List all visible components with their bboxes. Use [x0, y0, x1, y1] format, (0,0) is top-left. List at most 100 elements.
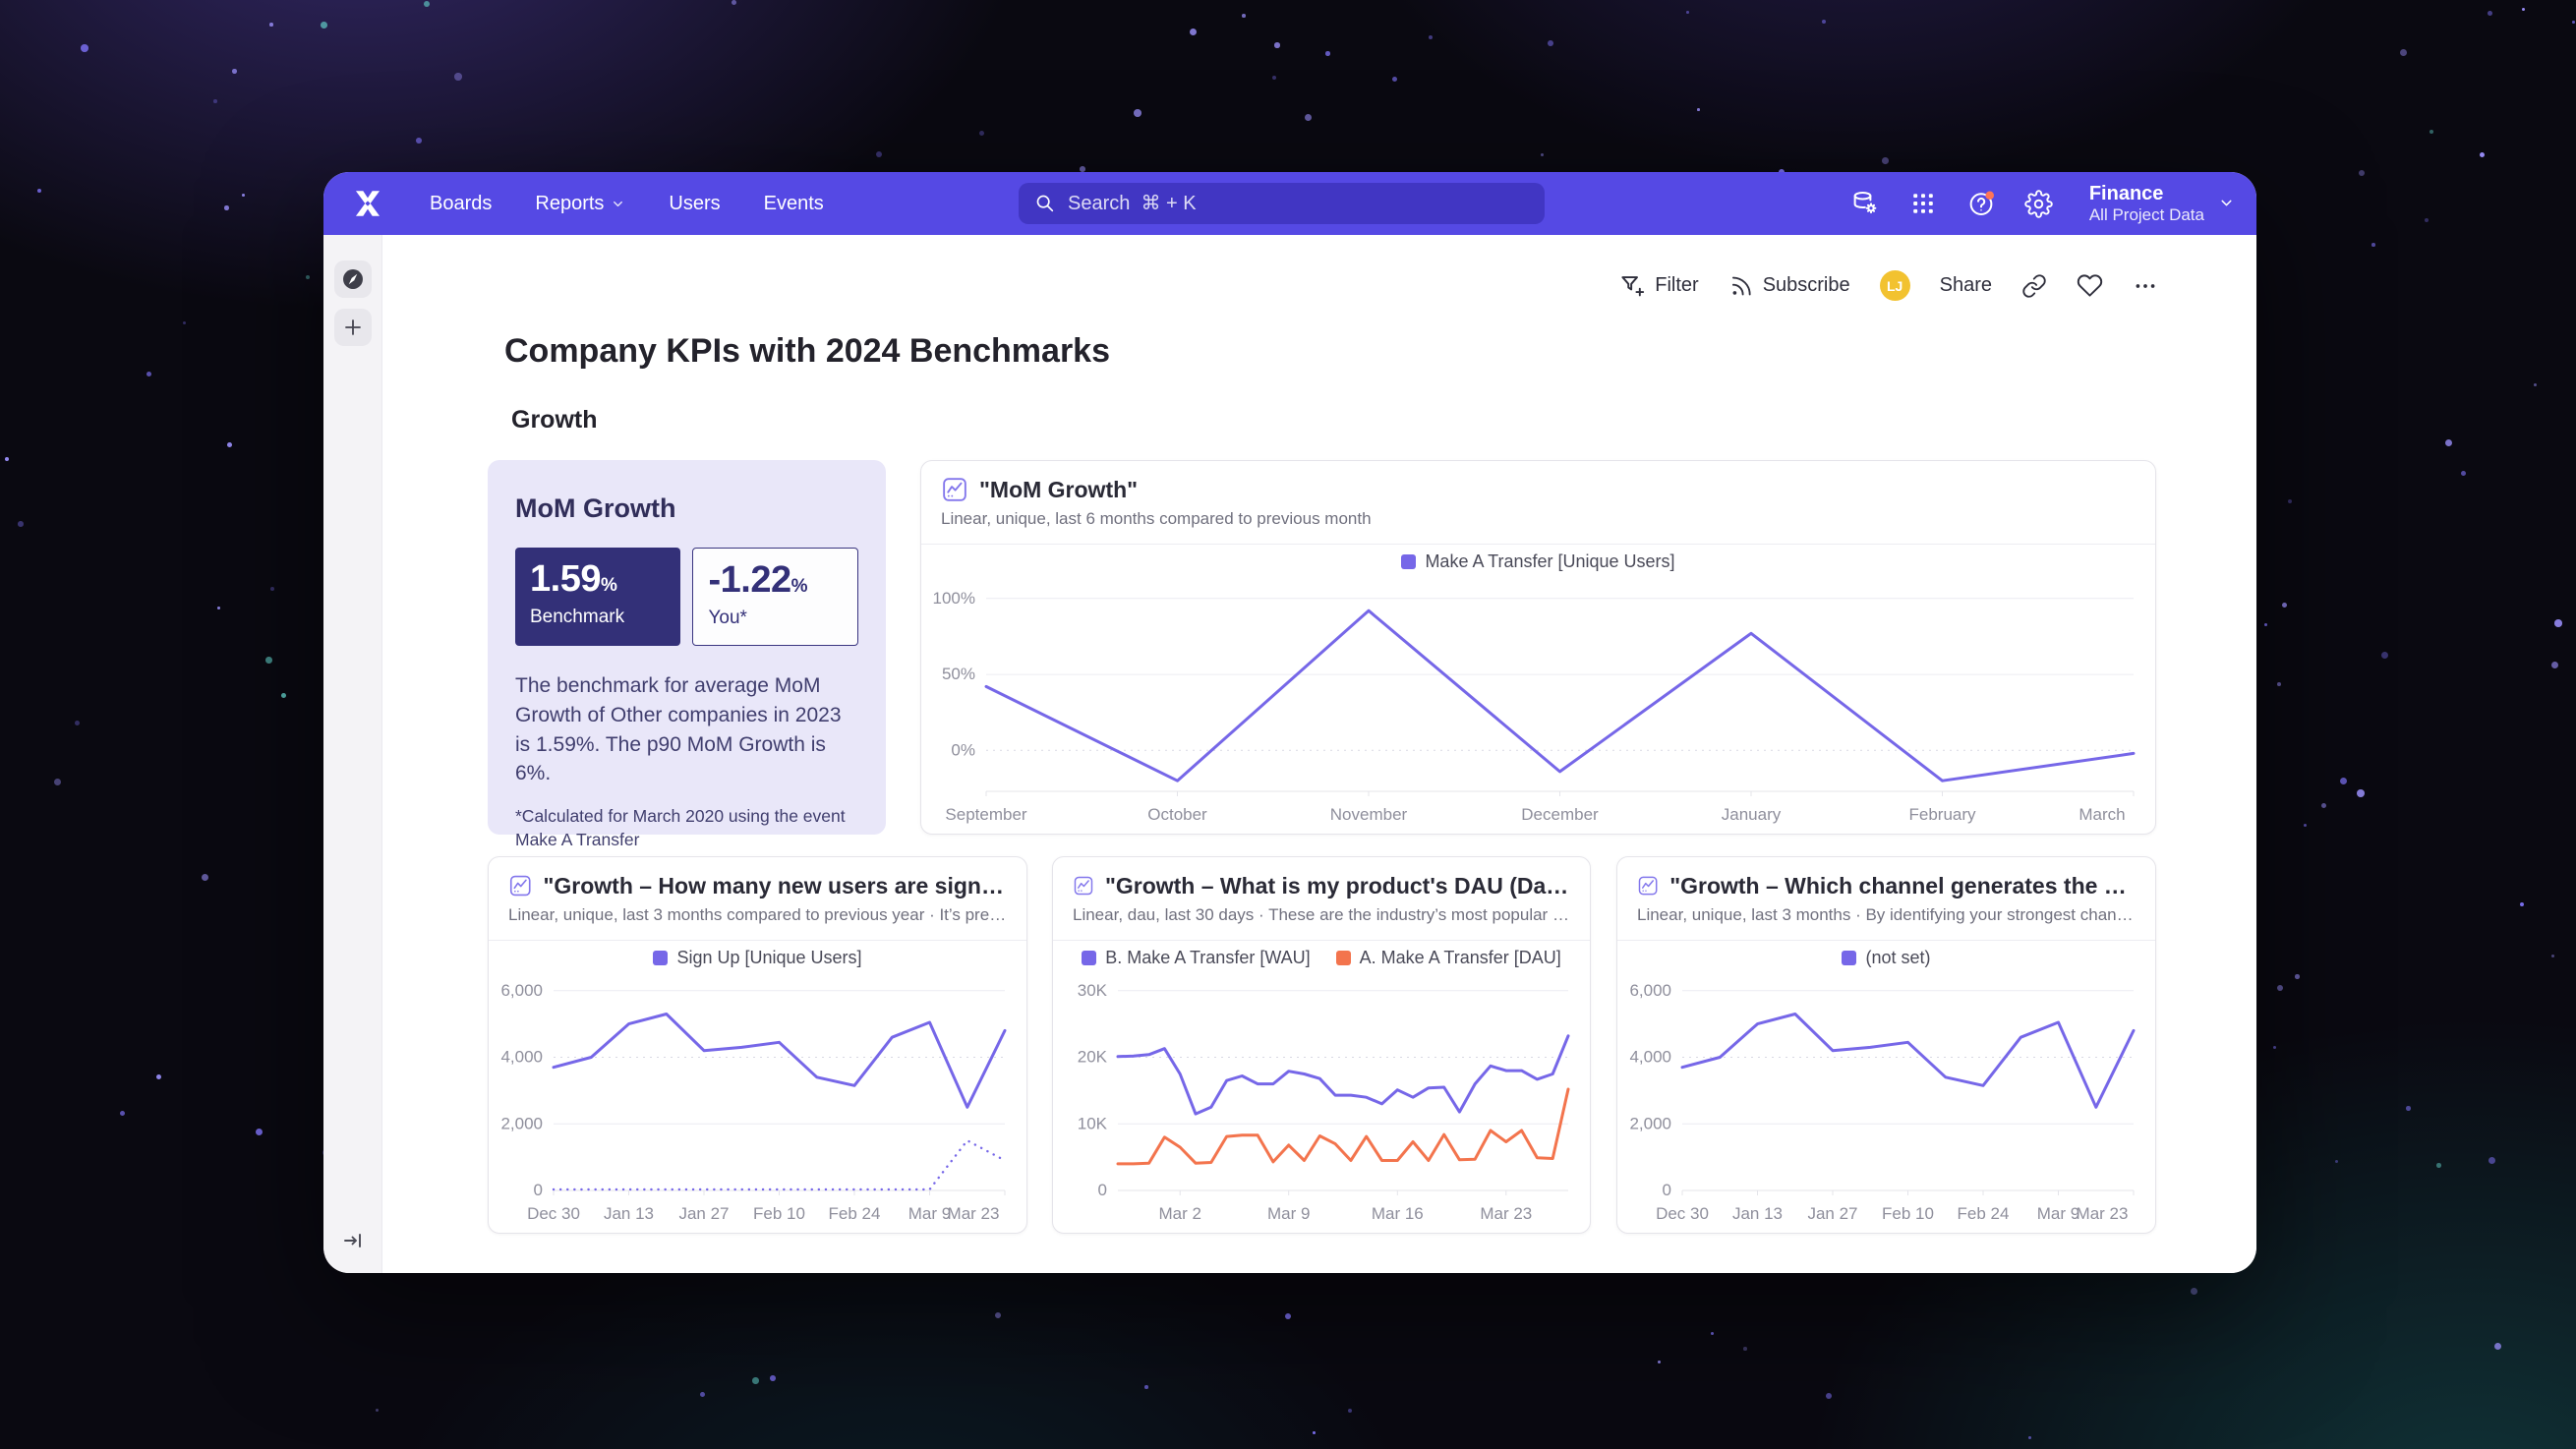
subscribe-button[interactable]: Subscribe: [1728, 273, 1850, 299]
chart-subtitle: Linear, dau, last 30 days · These are th…: [1073, 905, 1570, 924]
legend-swatch: [1842, 951, 1857, 965]
svg-text:Jan 27: Jan 27: [678, 1204, 729, 1223]
project-selector[interactable]: Finance All Project Data: [2089, 182, 2235, 225]
svg-text:Mar 9: Mar 9: [908, 1204, 951, 1223]
svg-text:Jan 27: Jan 27: [1807, 1204, 1857, 1223]
svg-text:Jan 13: Jan 13: [604, 1204, 654, 1223]
database-gear-icon: [1853, 192, 1877, 214]
plus-icon: [344, 319, 361, 335]
legend-item[interactable]: Make A Transfer [Unique Users]: [1401, 551, 1675, 572]
svg-text:4,000: 4,000: [1629, 1048, 1671, 1067]
svg-text:Mar 9: Mar 9: [2037, 1204, 2079, 1223]
svg-text:6,000: 6,000: [500, 981, 543, 1000]
svg-text:10K: 10K: [1078, 1114, 1108, 1132]
copy-link-button[interactable]: [2021, 273, 2047, 299]
svg-text:50%: 50%: [942, 665, 975, 683]
svg-text:October: October: [1147, 805, 1207, 824]
svg-text:Mar 16: Mar 16: [1372, 1204, 1424, 1223]
svg-text:0%: 0%: [951, 740, 975, 759]
search-icon: [1036, 195, 1054, 212]
chart-title: "Growth – How many new users are signing…: [543, 872, 1007, 898]
search-input[interactable]: [1068, 192, 1529, 215]
help-button[interactable]: [1965, 188, 1997, 219]
chart-legend: (not set): [1617, 942, 2155, 974]
benchmark-card[interactable]: MoM Growth 1.59% Benchmark -1.22% You* T…: [488, 460, 886, 849]
apps-grid-button[interactable]: [1907, 188, 1939, 219]
chart-card-mom-growth[interactable]: "MoM Growth" Linear, unique, last 6 mont…: [920, 460, 2156, 835]
gear-icon: [2024, 189, 2054, 218]
svg-text:Dec 30: Dec 30: [527, 1204, 580, 1223]
chart-subtitle: Linear, unique, last 3 months · By ident…: [1637, 905, 2136, 924]
svg-text:2,000: 2,000: [1629, 1114, 1671, 1132]
line-chart[interactable]: 30K 20K 10K 0 Mar 2 Mar 9 Mar 16 Mar 23: [1057, 974, 1586, 1231]
project-subtitle: All Project Data: [2088, 204, 2204, 224]
avatar[interactable]: LJ: [1879, 270, 1910, 301]
legend-swatch: [1401, 554, 1417, 569]
compass-icon: [342, 269, 363, 289]
data-management-button[interactable]: [1849, 188, 1881, 219]
more-button[interactable]: [2133, 273, 2158, 299]
app-window: Boards Reports Users Events: [323, 172, 2256, 1273]
search-bar[interactable]: [1019, 183, 1545, 224]
legend-swatch: [1335, 951, 1351, 965]
chart-card-dau[interactable]: "Growth – What is my product's DAU (Dail…: [1052, 856, 1591, 1234]
chevron-down-icon: [2221, 201, 2232, 206]
favorite-button[interactable]: [2077, 272, 2103, 299]
filter-icon: [1621, 276, 1645, 297]
share-button[interactable]: Share: [1939, 274, 1992, 296]
chart-card-channels[interactable]: "Growth – Which channel generates the mo…: [1616, 856, 2156, 1234]
chart-card-new-users[interactable]: "Growth – How many new users are signing…: [488, 856, 1027, 1234]
svg-text:Feb 24: Feb 24: [1958, 1204, 2010, 1223]
legend-item[interactable]: A. Make A Transfer [DAU]: [1335, 948, 1561, 968]
benchmark-description: The benchmark for average MoM Growth of …: [515, 674, 842, 785]
filter-button[interactable]: Filter: [1619, 272, 1699, 299]
svg-text:Feb 24: Feb 24: [829, 1204, 881, 1223]
chart-title: "MoM Growth": [979, 476, 1139, 502]
notification-dot: [1985, 191, 1994, 200]
chart-subtitle: Linear, unique, last 6 months compared t…: [941, 509, 1372, 528]
line-chart-icon: [943, 478, 966, 501]
chart-title: "Growth – Which channel generates the mo…: [1669, 872, 2136, 898]
nav-item-users[interactable]: Users: [669, 192, 721, 214]
mixpanel-logo-icon[interactable]: [349, 185, 386, 222]
svg-text:100%: 100%: [933, 589, 975, 608]
nav-item-events[interactable]: Events: [763, 192, 824, 214]
board-content: Filter Subscribe LJ Share: [382, 235, 2256, 1273]
ellipsis-icon: [2136, 283, 2155, 288]
board-nav-button[interactable]: [333, 261, 372, 298]
svg-text:4,000: 4,000: [500, 1048, 543, 1067]
nav-menu: Boards Reports Users Events: [430, 193, 824, 215]
line-chart[interactable]: 6,000 4,000 2,000 0 Dec 30 Jan 13 Jan 27 Feb 10…: [1621, 974, 2151, 1231]
benchmark-value-box: 1.59% Benchmark: [515, 548, 681, 646]
settings-button[interactable]: [2023, 188, 2055, 219]
benchmark-card-title: MoM Growth: [515, 493, 676, 523]
legend-swatch: [1082, 951, 1097, 965]
board-toolbar: Filter Subscribe LJ Share: [1619, 270, 2158, 301]
svg-text:Mar 23: Mar 23: [2077, 1204, 2129, 1223]
svg-text:0: 0: [1098, 1181, 1107, 1199]
line-chart[interactable]: 100% 50% 0% September October November Decembe…: [925, 578, 2151, 832]
nav-item-boards[interactable]: Boards: [430, 192, 493, 214]
legend-item[interactable]: (not set): [1842, 948, 1931, 968]
project-name: Finance: [2088, 182, 2164, 204]
svg-text:Mar 2: Mar 2: [1158, 1204, 1200, 1223]
legend-item[interactable]: B. Make A Transfer [WAU]: [1082, 948, 1311, 968]
svg-text:Jan 13: Jan 13: [1732, 1204, 1783, 1223]
left-sidebar: [323, 235, 382, 1273]
line-chart[interactable]: 6,000 4,000 2,000 0 Dec 30 Jan 13 Jan 27 Feb 10…: [493, 974, 1023, 1231]
svg-text:November: November: [1330, 805, 1408, 824]
legend-item[interactable]: Sign Up [Unique Users]: [653, 948, 862, 968]
expand-sidebar-button[interactable]: [334, 1222, 372, 1259]
svg-text:December: December: [1521, 805, 1599, 824]
add-button[interactable]: [333, 309, 372, 346]
chart-legend: Sign Up [Unique Users]: [489, 942, 1026, 974]
line-chart-icon: [1638, 876, 1658, 896]
svg-text:February: February: [1908, 805, 1976, 824]
nav-item-reports[interactable]: Reports: [535, 193, 625, 215]
chevron-down-icon: [614, 201, 623, 206]
chart-subtitle: Linear, unique, last 3 months compared t…: [508, 905, 1007, 924]
help-icon: [1969, 191, 1994, 216]
svg-text:0: 0: [1663, 1181, 1671, 1199]
svg-text:6,000: 6,000: [1629, 981, 1671, 1000]
svg-text:January: January: [1722, 805, 1782, 824]
